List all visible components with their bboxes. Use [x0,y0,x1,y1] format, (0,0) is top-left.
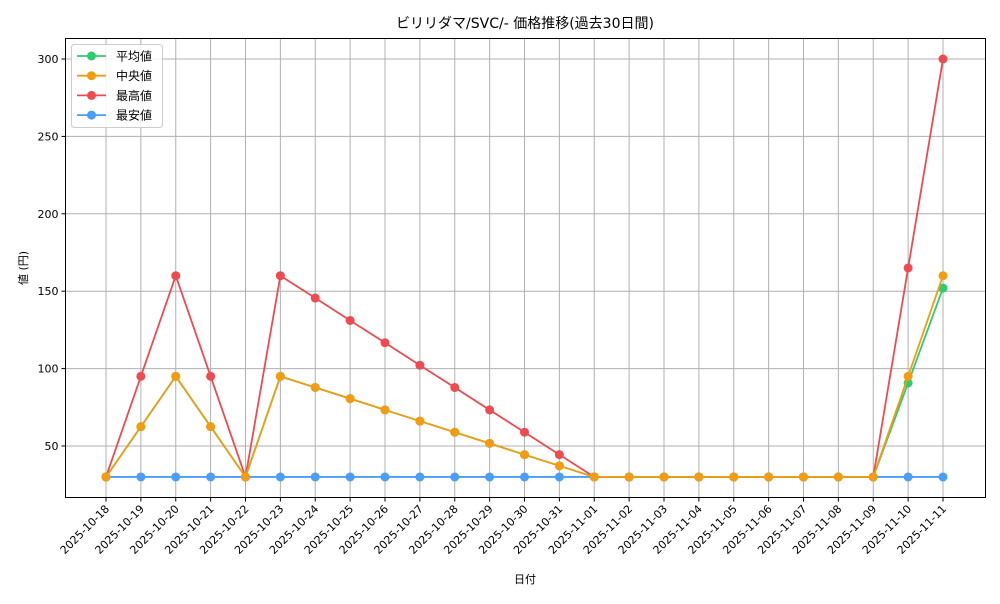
data-point-marker [450,427,460,437]
legend-label: 中央値 [116,68,152,83]
y-tick-label: 50 [45,440,59,453]
grid-lines [65,38,986,498]
data-point-marker [554,472,564,482]
data-point-marker [833,472,843,482]
data-point-marker [206,422,216,432]
data-point-marker [589,472,599,482]
data-point-marker [694,472,704,482]
data-point-marker [799,472,808,482]
data-point-marker [764,472,774,482]
data-point-marker [520,450,529,460]
data-point-marker [171,472,181,482]
legend-item: 中央値 [77,68,152,83]
data-point-marker [136,422,146,432]
data-point-marker [903,263,913,273]
data-point-marker [206,371,216,381]
data-point-marker [624,472,634,482]
data-point-marker [520,472,529,482]
data-point-marker [554,450,564,460]
legend-label: 最安値 [116,108,152,123]
data-point-marker [171,371,181,381]
x-axis-ticks: 2025-10-182025-10-192025-10-202025-10-21… [58,497,949,557]
data-point-marker [206,472,216,482]
plot-frame [65,38,986,498]
data-point-marker [380,405,390,415]
data-point-marker [520,427,529,437]
data-point-marker [485,405,495,415]
data-point-marker [171,271,181,281]
data-point-marker [903,472,913,482]
data-point-marker [868,472,878,482]
data-point-marker [310,472,320,482]
legend-marker-icon [87,110,96,120]
data-point-marker [380,338,390,348]
y-tick-label: 300 [38,53,59,66]
legend-label: 最高値 [116,88,152,103]
legend-marker-icon [87,51,96,61]
legend-label: 平均値 [116,49,152,64]
data-point-marker [415,360,425,370]
data-point-marker [903,371,913,381]
data-point-marker [345,472,355,482]
y-tick-label: 250 [38,130,59,143]
data-point-marker [275,271,285,281]
legend-item: 最高値 [77,88,152,103]
data-point-marker [275,472,285,482]
legend-item: 最安値 [77,108,152,123]
chart-title: ビリリダマ/SVC/- 価格推移(過去30日間) [396,16,654,32]
y-tick-label: 150 [38,285,59,298]
data-point-marker [450,472,460,482]
data-point-marker [450,382,460,392]
y-tick-label: 100 [38,363,59,376]
legend-marker-icon [87,90,96,100]
y-axis-ticks: 50 100 150 200 250 300 [38,53,66,453]
data-point-marker [659,472,669,482]
y-tick-label: 200 [38,208,59,221]
data-point-marker [136,472,146,482]
legend-box [71,44,163,128]
data-point-marker [101,472,111,482]
legend-item: 平均値 [77,49,152,64]
data-point-marker [938,54,948,64]
data-point-marker [345,394,355,404]
data-point-marker [275,371,285,381]
data-point-marker [554,461,564,471]
data-point-marker [485,472,495,482]
legend-marker-icon [87,71,96,81]
data-point-marker [485,438,495,448]
data-point-marker [380,472,390,482]
data-point-marker [136,371,146,381]
y-axis-label: 値 (円) [17,251,30,285]
data-point-marker [310,382,320,392]
series-layer [101,54,948,482]
data-point-marker [345,315,355,325]
data-point-marker [310,293,320,303]
data-point-marker [938,283,948,293]
data-point-marker [938,271,948,281]
x-axis-label: 日付 [514,573,536,586]
data-point-marker [938,472,948,482]
data-point-marker [415,416,425,426]
data-point-marker [415,472,425,482]
series-1 [101,271,948,482]
data-point-marker [241,472,250,482]
data-point-marker [729,472,739,482]
